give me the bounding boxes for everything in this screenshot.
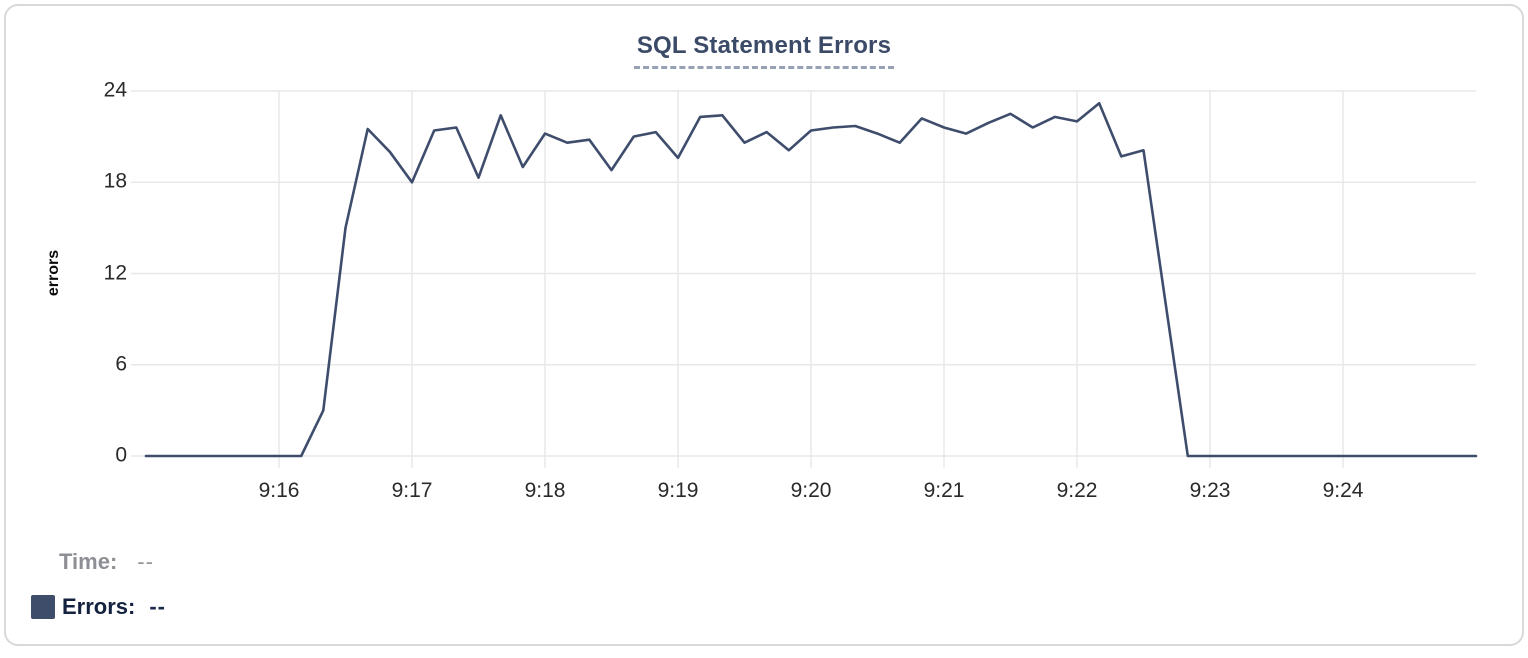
chart-title-wrap: SQL Statement Errors [6,32,1522,69]
y-tick-label: 6 [115,352,127,376]
x-tick-label: 9:18 [524,479,566,502]
y-tick-label: 0 [115,443,127,467]
plot-hover-area[interactable] [146,91,1476,456]
x-tick-label: 9:19 [657,479,699,502]
errors-label: Errors: [62,594,136,619]
y-tick-label: 12 [103,261,127,285]
y-tick-label: 24 [103,78,127,102]
x-tick-label: 9:20 [790,479,832,502]
x-tick-label: 9:24 [1322,479,1364,502]
chart-title[interactable]: SQL Statement Errors [633,32,895,69]
chart-card: SQL Statement Errors errors 0 6 12 18 24 9:1… [4,4,1524,646]
x-tick-label: 9:21 [923,479,965,502]
time-label: Time: [59,549,118,574]
y-tick-label: 18 [103,169,127,193]
x-tick-label: 9:23 [1189,479,1231,502]
time-value: -- [137,549,154,574]
x-tick-label: 9:17 [391,479,433,502]
errors-readout-row: Errors: -- [31,594,166,620]
line-chart-plot[interactable] [6,6,1528,658]
errors-series-swatch [31,595,55,619]
x-tick-label: 9:22 [1056,479,1098,502]
errors-value: -- [149,594,167,619]
time-readout-row: Time: -- [31,549,154,575]
x-tick-label: 9:16 [258,479,300,502]
